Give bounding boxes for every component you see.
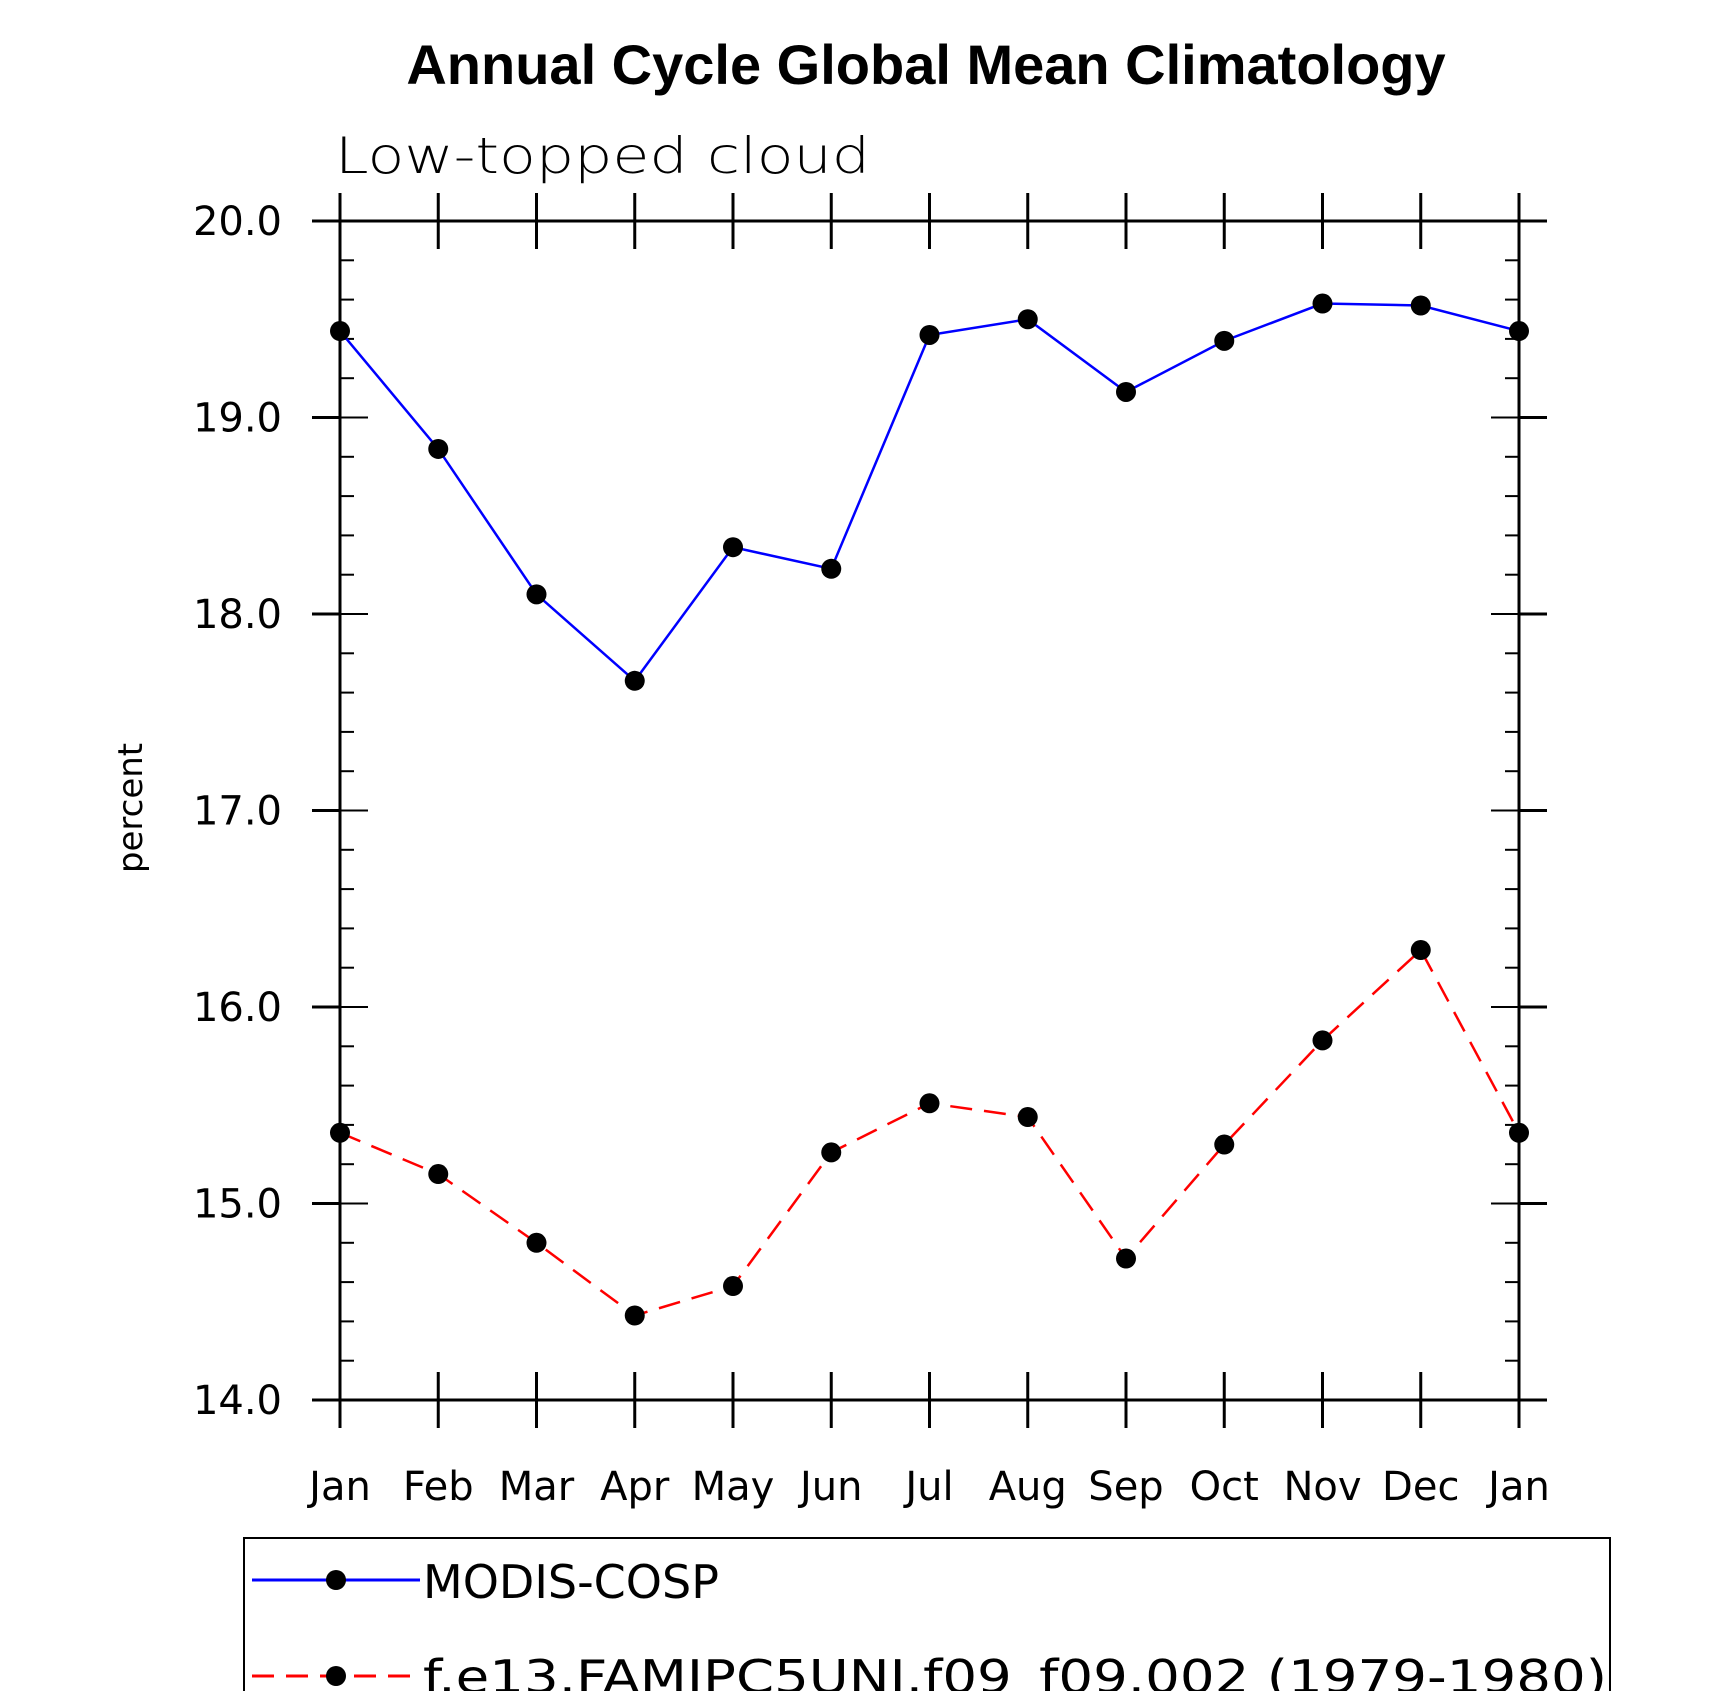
series-line-2: [339, 948, 1521, 1317]
legend-label-series-1: MODIS-COSP: [423, 1555, 719, 1609]
data-point-series-2: [1116, 1248, 1136, 1269]
x-tick-label: Apr: [600, 1464, 670, 1510]
x-tick-label: Mar: [499, 1464, 575, 1510]
data-point-series-2: [526, 1232, 547, 1253]
data-point-series-1: [723, 537, 743, 558]
axes: 14.0 15.0 16.0 17.0 18.0 19.0 20.0 Jan Feb Mar Apr…: [193, 193, 1550, 1510]
data-point-series-1: [526, 584, 547, 605]
x-tick-label: Feb: [403, 1464, 474, 1510]
y-axis-label: percent: [111, 743, 151, 873]
x-tick-label: Jan: [306, 1464, 371, 1510]
data-point-series-2: [330, 1122, 350, 1143]
y-tick-label: 19.0: [193, 396, 282, 442]
legend-marker-series-2: [326, 1666, 346, 1686]
series-line-1: [339, 302, 1520, 683]
series-layer: [330, 293, 1529, 1326]
data-point-series-2: [1410, 940, 1431, 961]
data-point-series-1: [919, 324, 940, 345]
y-tick-label: 15.0: [193, 1182, 282, 1228]
data-point-series-2: [1312, 1030, 1333, 1051]
x-tick-label: Jan: [1485, 1464, 1550, 1510]
plot-frame: [338, 219, 1521, 1402]
x-tick-label: Jun: [797, 1464, 863, 1510]
y-tick-label: 20.0: [193, 199, 282, 245]
x-tick-label: Jul: [902, 1464, 953, 1510]
legend-label-series-2: f.e13.FAMIPC5UNI.f09_f09.002 (1979-1980): [423, 1650, 1607, 1691]
y-tick-label: 16.0: [193, 985, 282, 1031]
data-point-series-2: [1214, 1134, 1235, 1155]
x-tick-label: Nov: [1283, 1464, 1361, 1510]
data-point-series-1: [1017, 309, 1038, 330]
data-point-series-2: [919, 1093, 940, 1114]
data-point-series-1: [1312, 293, 1333, 314]
data-point-series-2: [1509, 1122, 1529, 1143]
data-point-series-1: [1116, 381, 1136, 402]
x-tick-label: Oct: [1190, 1464, 1259, 1510]
legend-box: [243, 1537, 1611, 1691]
data-point-series-1: [821, 558, 842, 579]
x-tick-label: Sep: [1088, 1464, 1163, 1510]
data-point-series-1: [1509, 321, 1529, 342]
y-tick-label: 17.0: [193, 789, 282, 835]
data-point-series-1: [624, 670, 645, 691]
chart-subtitle: Low-topped cloud: [335, 127, 870, 185]
x-tick-label: Aug: [989, 1464, 1067, 1510]
x-tick-label: Dec: [1382, 1464, 1459, 1510]
data-point-series-1: [1410, 295, 1431, 316]
chart-title: Annual Cycle Global Mean Climatology: [406, 33, 1445, 96]
y-tick-label: 14.0: [193, 1378, 282, 1424]
y-tick-label: 18.0: [193, 592, 282, 638]
legend: MODIS-COSP f.e13.FAMIPC5UNI.f09_f09.002 …: [243, 1537, 1611, 1691]
data-point-series-1: [428, 438, 449, 459]
data-point-series-2: [821, 1142, 842, 1163]
data-point-series-2: [428, 1164, 449, 1185]
legend-marker-series-1: [326, 1570, 346, 1590]
data-point-series-2: [624, 1305, 645, 1326]
data-point-series-1: [1214, 330, 1235, 351]
data-point-series-2: [723, 1276, 743, 1297]
data-point-series-1: [330, 321, 350, 342]
data-point-series-2: [1017, 1107, 1038, 1128]
x-tick-label: May: [692, 1464, 775, 1510]
